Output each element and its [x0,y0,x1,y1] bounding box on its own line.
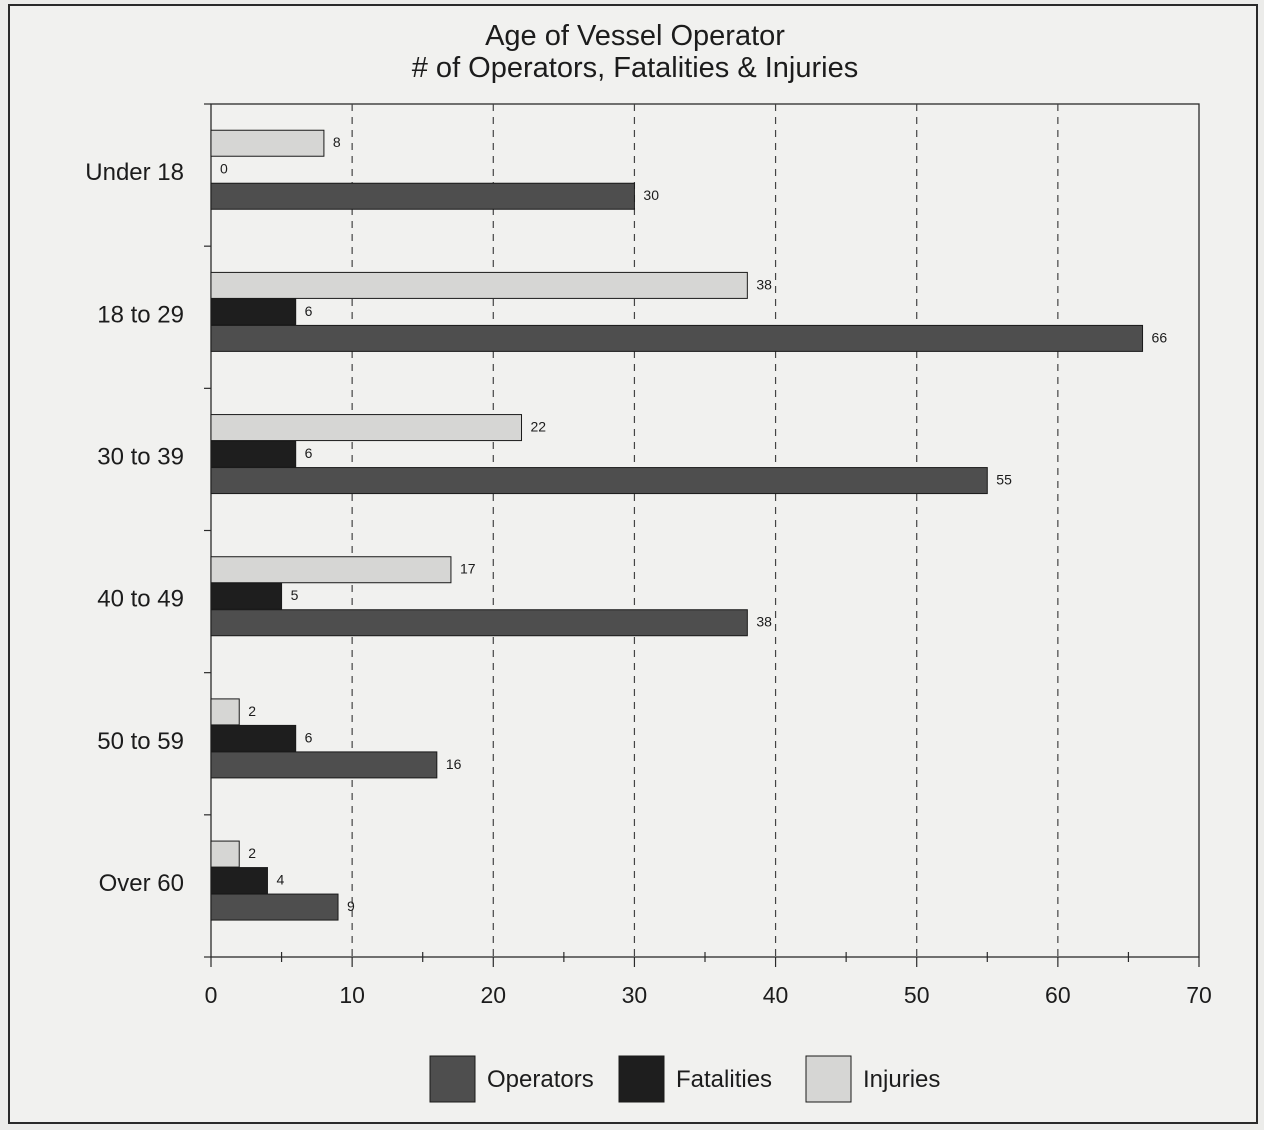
x-tick-label: 20 [480,982,506,1008]
data-label: 55 [996,472,1012,488]
category-label: Under 18 [85,159,184,186]
chart-figure: Age of Vessel Operator # of Operators, F… [8,4,1258,1124]
legend-swatch [618,1055,665,1103]
chart-title: Age of Vessel Operator [485,20,785,52]
category-label: 30 to 39 [97,444,184,471]
data-label: 22 [531,419,547,435]
data-label: 0 [220,161,228,177]
legend-swatch [805,1055,852,1103]
data-label: 8 [333,134,341,150]
bar [210,609,748,637]
bar [210,298,297,326]
x-tick-label: 30 [622,982,648,1008]
plot-frame [210,103,1200,958]
x-tick-label: 40 [763,982,789,1008]
data-label: 4 [276,872,284,888]
data-label: 2 [248,845,256,861]
legend-label: Injuries [863,1066,940,1093]
category-label: 50 to 59 [97,728,184,755]
bar [210,440,297,468]
x-tick-label: 50 [904,982,930,1008]
bar [210,840,240,868]
legend-swatch [429,1055,476,1103]
bar [210,893,339,921]
x-tick-label: 60 [1045,982,1071,1008]
data-label: 6 [305,445,313,461]
bar [210,724,297,752]
category-label: 18 to 29 [97,301,184,328]
data-label: 2 [248,703,256,719]
bar [210,867,268,895]
category-label: Over 60 [99,870,184,897]
bar [210,698,240,726]
category-label: 40 to 49 [97,586,184,613]
chart-subtitle: # of Operators, Fatalities & Injuries [411,52,859,84]
bar [210,182,635,210]
bar [210,271,748,299]
data-label: 9 [347,898,355,914]
bar [210,324,1144,352]
data-label: 66 [1152,329,1168,345]
bar [210,129,325,157]
data-label: 38 [756,276,772,292]
bar [210,556,452,584]
data-label: 16 [446,756,462,772]
bar [210,582,283,610]
bar [210,414,523,442]
data-label: 30 [643,187,659,203]
data-label: 17 [460,561,476,577]
bar [210,751,438,779]
data-label: 6 [305,729,313,745]
x-tick-label: 10 [339,982,365,1008]
data-label: 6 [305,303,313,319]
x-tick-label: 0 [205,982,218,1008]
bar [210,467,988,495]
data-label: 5 [291,587,299,603]
legend-label: Fatalities [676,1066,772,1093]
data-label: 38 [756,614,772,630]
legend-label: Operators [487,1066,594,1093]
x-tick-label: 70 [1186,982,1212,1008]
